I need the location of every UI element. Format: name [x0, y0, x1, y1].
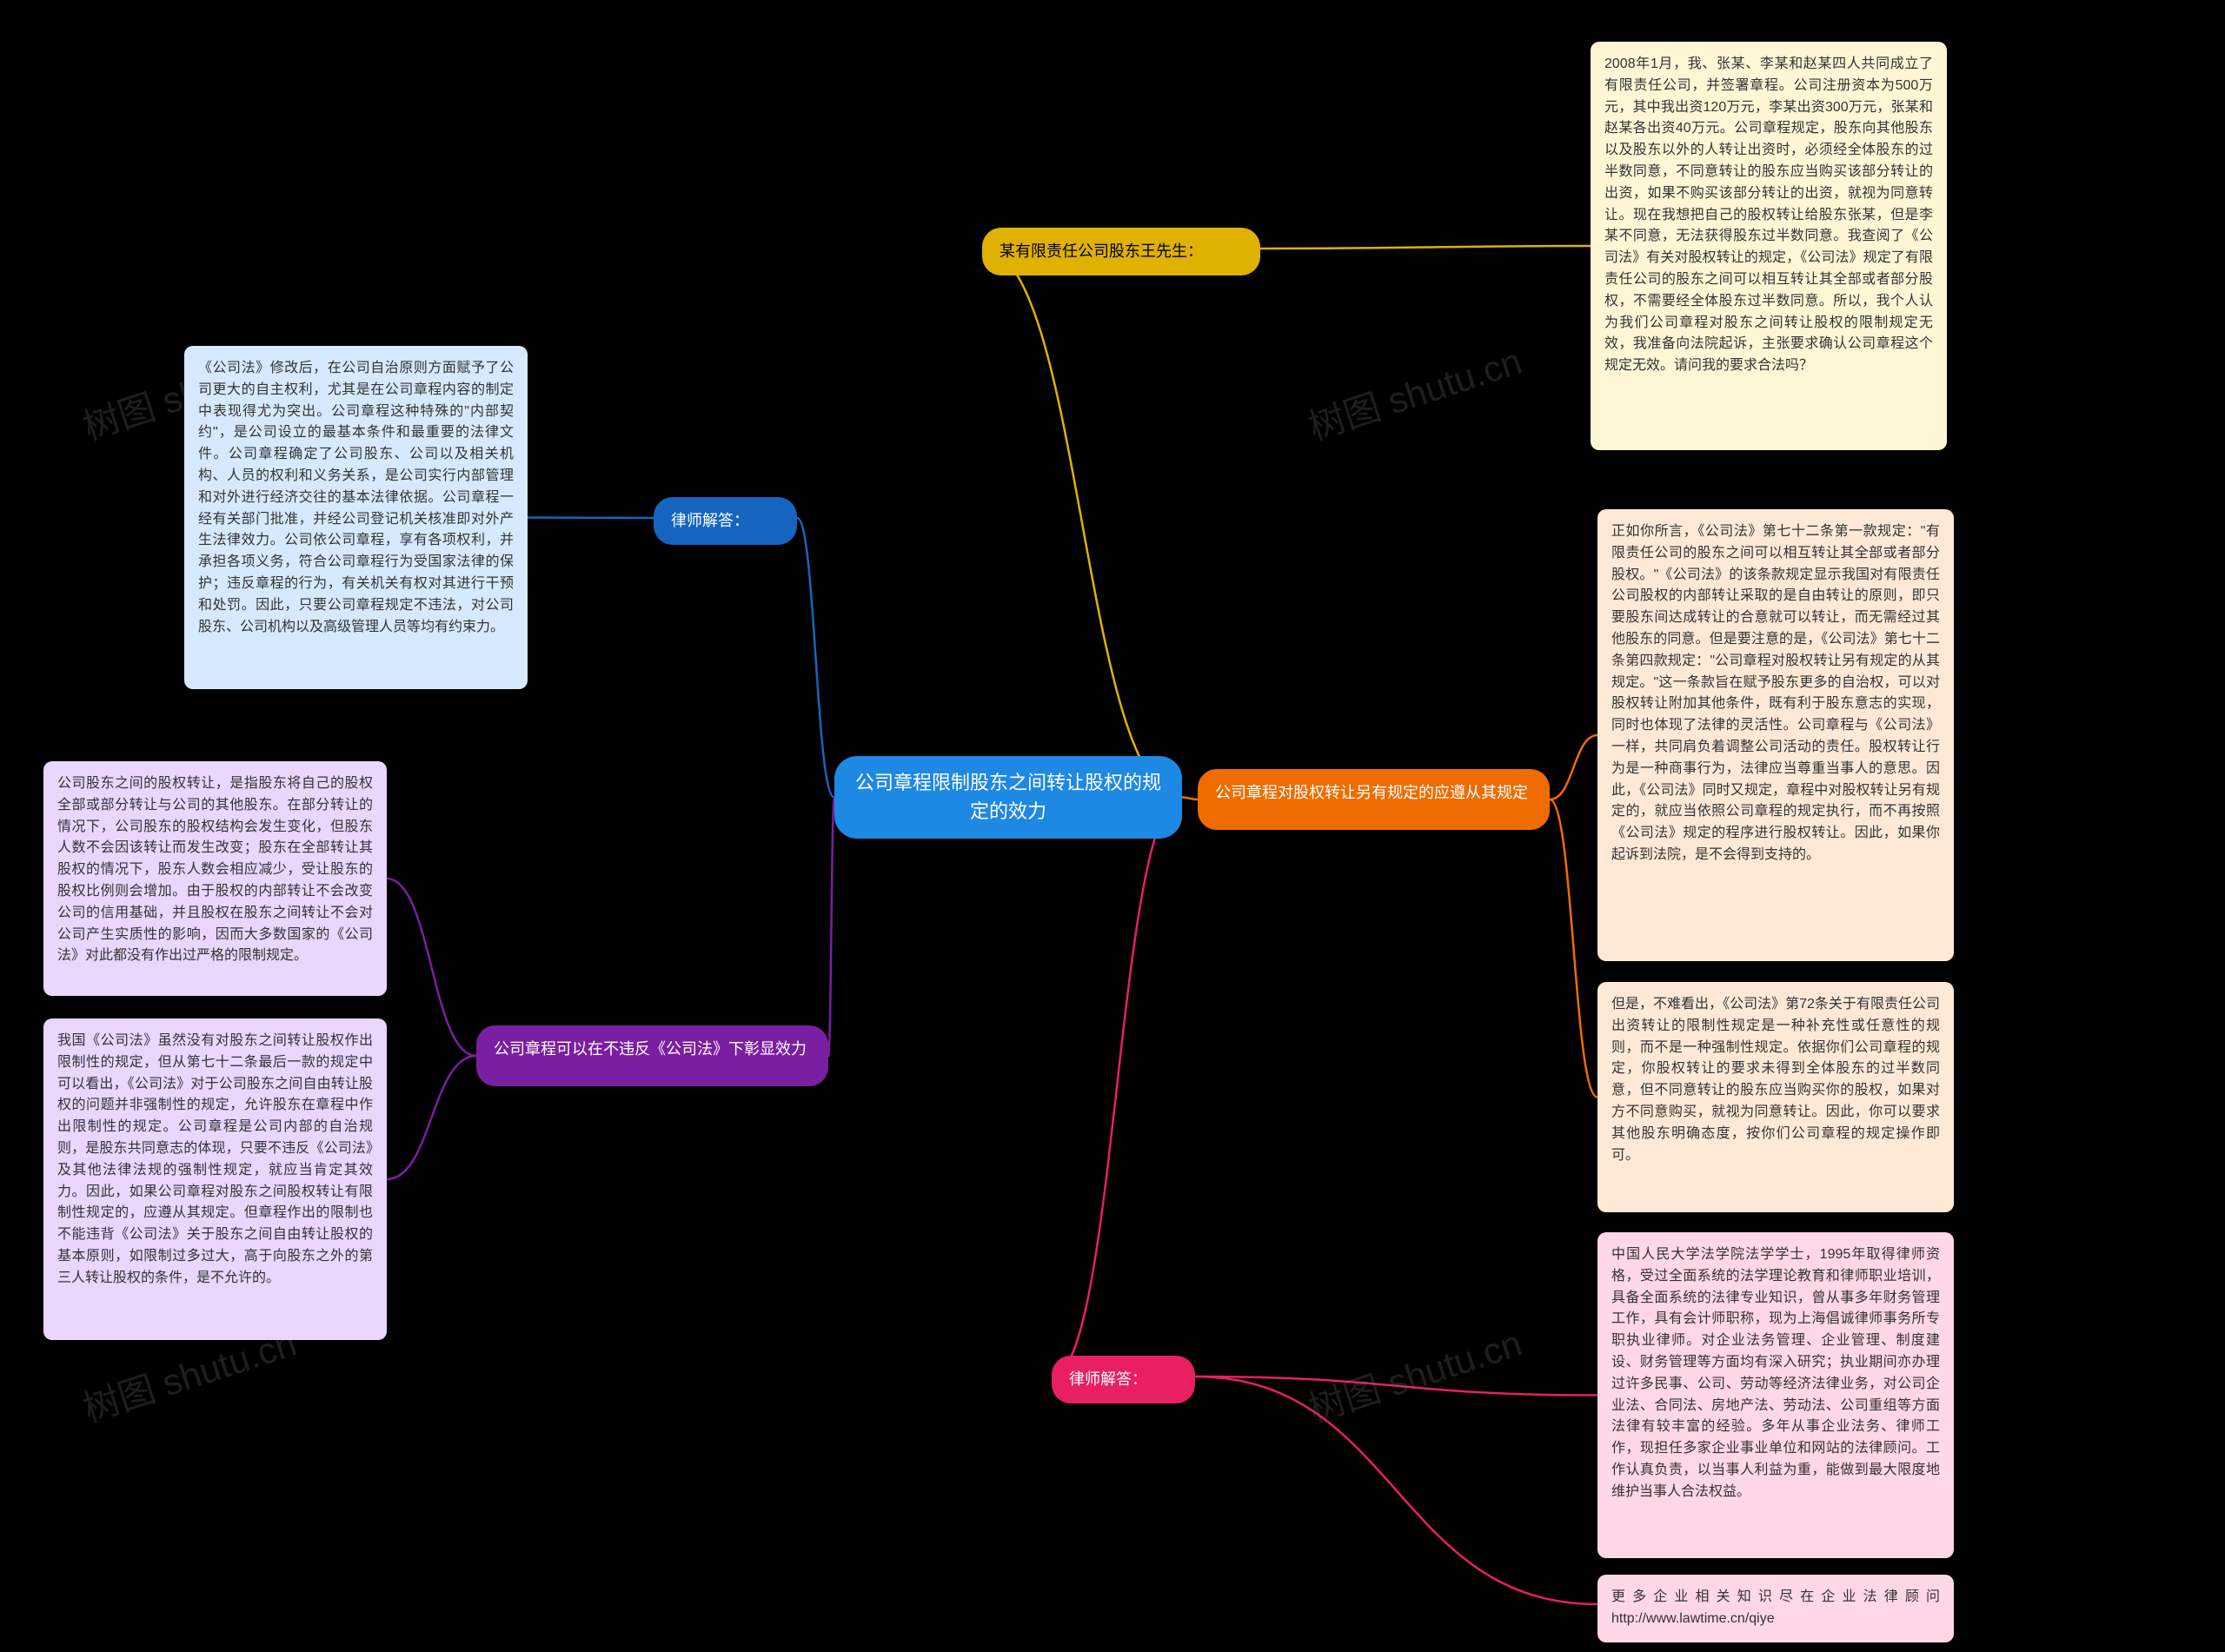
leaf-b3l2[interactable]: 更多企业相关知识尽在企业法律顾问http://www.lawtime.cn/qi…	[1597, 1575, 1954, 1642]
branch-b4[interactable]: 律师解答：	[654, 497, 797, 545]
watermark-3: 树图 shutu.cn	[1301, 1314, 1528, 1433]
mindmap-canvas: 树图 shutu.cn树图 shutu.cn树图 shutu.cn树图 shut…	[0, 0, 2225, 1652]
branch-b1[interactable]: 某有限责任公司股东王先生：	[982, 228, 1260, 275]
leaf-b5l2[interactable]: 我国《公司法》虽然没有对股东之间转让股权作出限制性的规定，但从第七十二条最后一款…	[43, 1018, 387, 1340]
leaf-b2l2[interactable]: 但是，不难看出，《公司法》第72条关于有限责任公司出资转让的限制性规定是一种补充…	[1597, 982, 1954, 1212]
branch-b2[interactable]: 公司章程对股权转让另有规定的应遵从其规定	[1198, 769, 1550, 830]
leaf-b4l1[interactable]: 《公司法》修改后，在公司自治原则方面赋予了公司更大的自主权利，尤其是在公司章程内…	[184, 346, 528, 689]
leaf-b5l1[interactable]: 公司股东之间的股权转让，是指股东将自己的股权全部或部分转让与公司的其他股东。在部…	[43, 761, 387, 996]
watermark-1: 树图 shutu.cn	[1301, 332, 1528, 451]
branch-b3[interactable]: 律师解答：	[1052, 1356, 1195, 1403]
branch-b5[interactable]: 公司章程可以在不违反《公司法》下彰显效力	[476, 1025, 828, 1086]
leaf-b1l1[interactable]: 2008年1月，我、张某、李某和赵某四人共同成立了有限责任公司，并签署章程。公司…	[1591, 42, 1947, 450]
leaf-b3l1[interactable]: 中国人民大学法学院法学学士，1995年取得律师资格，受过全面系统的法学理论教育和…	[1597, 1232, 1954, 1558]
center-center[interactable]: 公司章程限制股东之间转让股权的规定的效力	[834, 756, 1182, 839]
leaf-b2l1[interactable]: 正如你所言，《公司法》第七十二条第一款规定："有限责任公司的股东之间可以相互转让…	[1597, 509, 1954, 961]
